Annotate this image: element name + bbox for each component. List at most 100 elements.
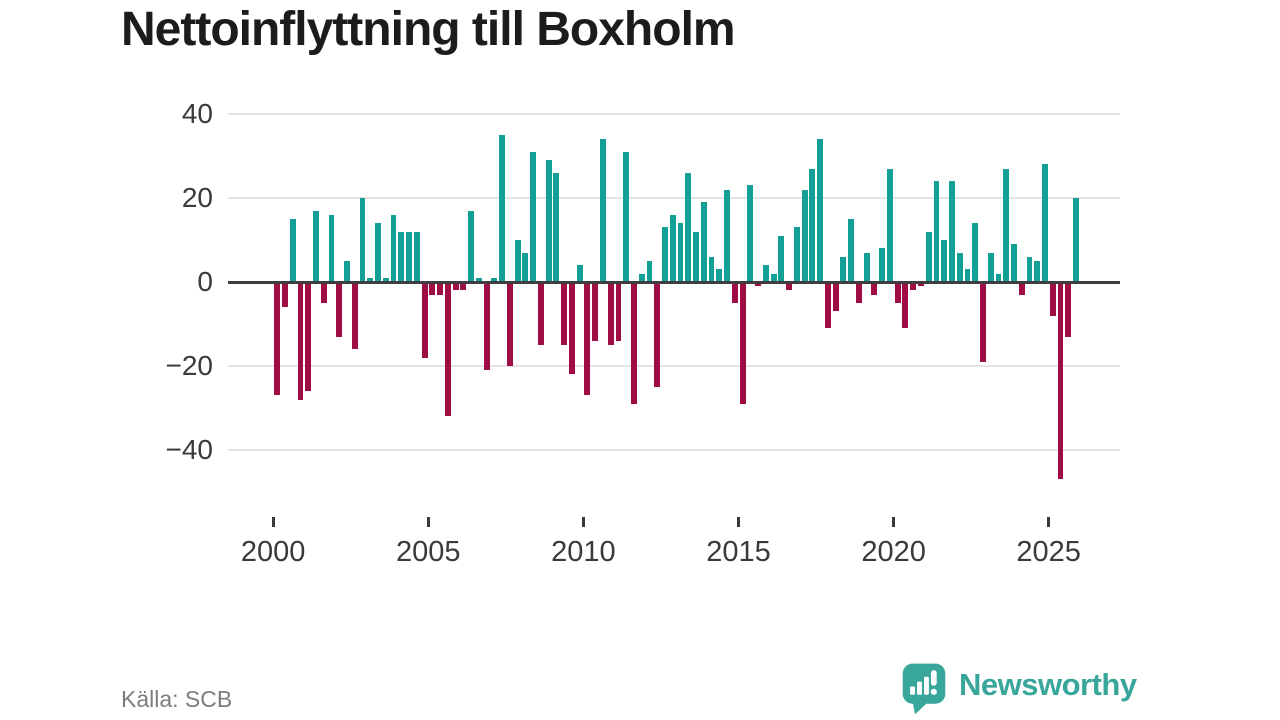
bar — [832, 282, 839, 312]
bar — [1049, 282, 1056, 316]
bar — [592, 282, 599, 341]
bar — [382, 277, 389, 282]
bar — [452, 282, 459, 291]
bar — [793, 227, 800, 282]
bar — [344, 261, 350, 282]
y-tick-label: −20 — [165, 350, 214, 381]
bar — [925, 231, 932, 282]
page-title: Nettoinflyttning till Boxholm — [121, 3, 736, 56]
gridline — [228, 113, 1120, 115]
bar — [289, 219, 296, 282]
x-tick-mark — [737, 517, 740, 527]
bar — [367, 277, 374, 282]
bar — [522, 252, 529, 282]
bar — [941, 240, 948, 282]
bar — [824, 282, 831, 329]
bar — [631, 282, 637, 404]
bar — [902, 282, 909, 329]
x-tick-label: 2015 — [706, 536, 771, 568]
bar — [801, 189, 808, 282]
bar — [669, 214, 676, 282]
newsworthy-logo: Newsworthy — [901, 662, 1137, 716]
bar — [933, 181, 940, 282]
bar — [685, 172, 692, 282]
bar — [460, 282, 467, 291]
x-tick-mark — [892, 517, 896, 527]
bar — [336, 282, 343, 337]
bar — [359, 198, 366, 282]
gridline — [228, 197, 1120, 199]
bar — [499, 135, 506, 282]
bar — [863, 252, 870, 282]
bar — [282, 282, 288, 308]
bar — [646, 261, 653, 282]
x-tick-mark — [1047, 517, 1051, 527]
bar — [739, 282, 746, 404]
bar — [305, 282, 312, 392]
bar — [762, 265, 769, 282]
x-tick-label: 2005 — [396, 536, 461, 568]
bar — [576, 265, 583, 282]
bar — [406, 231, 412, 282]
bar — [483, 282, 490, 371]
bar — [995, 273, 1002, 282]
bar — [1065, 282, 1072, 337]
bar — [537, 282, 544, 345]
source-note: Källa: SCB — [121, 686, 233, 712]
x-tick-mark — [426, 517, 430, 527]
bar — [987, 252, 994, 282]
newsworthy-wordmark: Newsworthy — [959, 667, 1137, 702]
bar — [274, 282, 281, 396]
bar — [972, 223, 979, 282]
gridline — [228, 365, 1120, 367]
y-tick-label: 20 — [181, 182, 213, 213]
bar — [320, 282, 327, 303]
bar — [375, 223, 381, 282]
bar — [623, 151, 630, 282]
bar — [638, 273, 645, 282]
bar — [506, 282, 513, 366]
y-tick-label: 0 — [197, 266, 213, 297]
bar — [716, 269, 723, 282]
bar — [514, 240, 521, 282]
bar — [1034, 261, 1041, 282]
x-tick-label: 2010 — [551, 536, 616, 568]
gridline — [228, 449, 1120, 451]
bar — [654, 282, 661, 387]
bar — [444, 282, 451, 417]
bar — [778, 235, 785, 282]
bar — [964, 269, 971, 282]
x-tick-label: 2000 — [240, 536, 306, 568]
bar — [398, 231, 405, 282]
bar — [886, 168, 893, 282]
bar — [607, 282, 614, 345]
bar — [390, 214, 397, 282]
bar — [786, 282, 793, 291]
bar — [351, 282, 358, 350]
bar — [313, 210, 319, 282]
bar — [917, 282, 924, 287]
bar — [468, 210, 475, 282]
bar — [956, 252, 963, 282]
bar — [662, 227, 668, 282]
bar — [731, 282, 738, 303]
bar — [809, 168, 816, 282]
bar — [894, 282, 901, 303]
bar — [871, 282, 878, 295]
bar — [553, 172, 560, 282]
y-tick-label: −40 — [165, 434, 214, 465]
bar — [855, 282, 862, 303]
bar — [1073, 198, 1079, 282]
bar — [980, 282, 986, 362]
bar — [584, 282, 591, 396]
bar — [561, 282, 568, 345]
bar — [770, 273, 777, 282]
bar — [297, 282, 304, 400]
bar — [700, 202, 707, 282]
bar — [429, 282, 436, 295]
bar — [600, 139, 606, 282]
x-tick-mark — [271, 517, 275, 527]
bar — [879, 248, 886, 282]
